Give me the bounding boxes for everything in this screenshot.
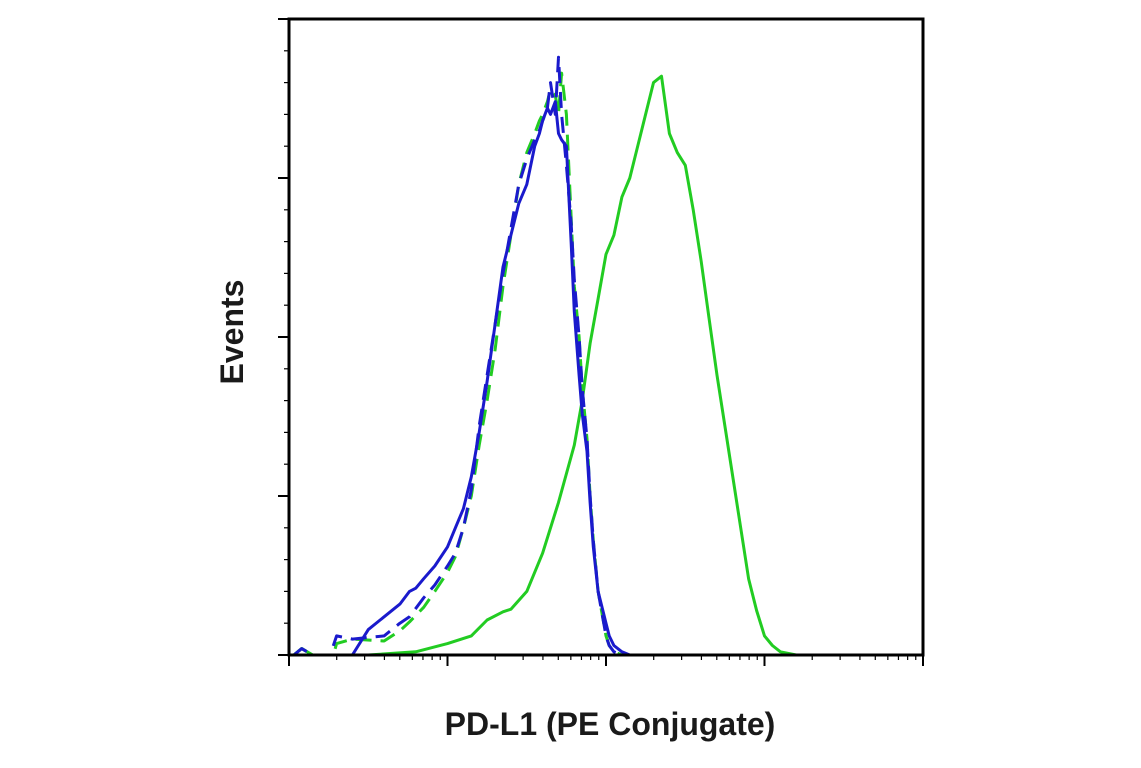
axes xyxy=(278,17,925,666)
series-line-2 xyxy=(292,74,923,657)
series-line-1 xyxy=(292,71,923,657)
plot-area xyxy=(292,55,923,657)
x-axis-title: PD-L1 (PE Conjugate) xyxy=(445,706,776,742)
series-line-4 xyxy=(293,100,923,657)
series-line-3 xyxy=(292,55,923,657)
plot-frame xyxy=(287,17,925,657)
y-axis-title: Events xyxy=(214,280,250,385)
